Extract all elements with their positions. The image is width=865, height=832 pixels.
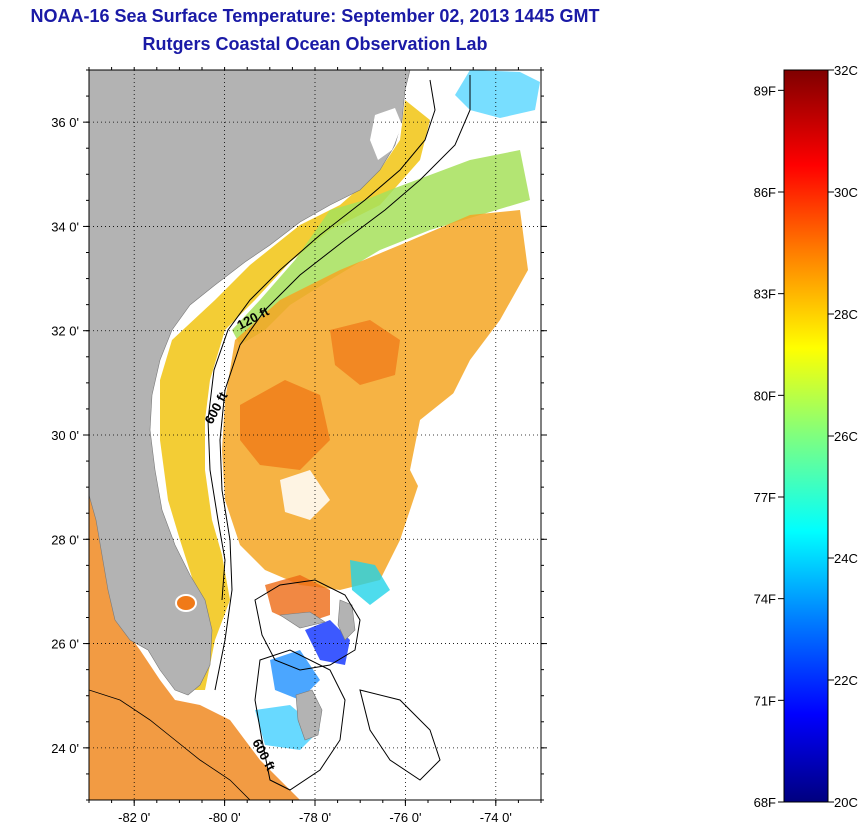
- lat-tick-label: 24 0': [51, 741, 79, 756]
- colorbar: [783, 69, 829, 803]
- contour-bahamas-bank-3: [359, 689, 441, 781]
- sst-warm-patch-3: [265, 575, 330, 625]
- cloud-gap-2: [395, 530, 541, 800]
- cloud-gap-3: [280, 470, 330, 520]
- bahamas-andros: [295, 689, 323, 741]
- map-subtitle: Rutgers Coastal Ocean Observation Lab: [142, 34, 488, 54]
- colorbar-c-label: 32C: [834, 63, 858, 78]
- colorbar-c-label: 24C: [834, 551, 858, 566]
- map-axis-ticks: -82 0' -80 0' -78 0' -76 0' -74 0' 24 0' 26 0'…: [51, 67, 547, 825]
- contour-120ft: [207, 79, 436, 601]
- contour-bahamas-bank-2: [254, 649, 346, 791]
- colorbar-f-label: 74F: [754, 592, 776, 607]
- map-border: [88, 69, 542, 801]
- sst-gulf-warm: [89, 490, 300, 800]
- lon-tick-label: -82 0': [118, 810, 150, 825]
- colorbar-f-label: 86F: [754, 185, 776, 200]
- sst-cool-patch-1: [305, 620, 350, 665]
- map-grid: [89, 70, 541, 800]
- lat-tick-label: 34 0': [51, 219, 79, 234]
- sst-cool-patch-5: [255, 705, 320, 750]
- lat-tick-label: 30 0': [51, 428, 79, 443]
- lon-tick-label: -80 0': [209, 810, 241, 825]
- sst-inshore-green: [232, 150, 530, 345]
- bahamas-grand-bahama: [279, 611, 326, 629]
- sst-cool-patch-3: [350, 560, 390, 605]
- lon-tick-label: -76 0': [389, 810, 421, 825]
- colorbar-f-label: 71F: [754, 693, 776, 708]
- contour-gulf: [89, 689, 251, 800]
- colorbar-c-label: 30C: [834, 185, 858, 200]
- colorbar-c-label: 22C: [834, 673, 858, 688]
- lat-tick-label: 26 0': [51, 637, 79, 652]
- colorbar-f-label: 68F: [754, 795, 776, 810]
- lat-tick-label: 28 0': [51, 532, 79, 547]
- sst-cool-patch-4: [455, 70, 540, 118]
- map-title: NOAA-16 Sea Surface Temperature: Septemb…: [30, 6, 600, 26]
- colorbar-c-label: 26C: [834, 429, 858, 444]
- sst-warm-patch-2: [330, 320, 400, 385]
- lon-tick-label: -74 0': [480, 810, 512, 825]
- colorbar-c-label: 28C: [834, 307, 858, 322]
- colorbar-f-label: 89F: [754, 83, 776, 98]
- cloud-gap-1: [410, 320, 541, 540]
- colorbar-c-label: 20C: [834, 795, 858, 810]
- lat-tick-label: 32 0': [51, 324, 79, 339]
- contour-600ft: [214, 75, 471, 691]
- sst-warm-patch-1: [240, 380, 330, 470]
- lon-tick-label: -78 0': [299, 810, 331, 825]
- sst-coastal-band: [160, 100, 430, 690]
- contour-bahamas-bank: [254, 579, 361, 671]
- colorbar-ticks: 32C 30C 28C 26C 24C 22C 20C 89F 86F 83F 80F 77F 74F 7…: [754, 63, 858, 810]
- colorbar-f-label: 83F: [754, 287, 776, 302]
- pamlico-sound: [370, 108, 402, 160]
- lat-tick-label: 36 0': [51, 115, 79, 130]
- colorbar-f-label: 80F: [754, 388, 776, 403]
- lake-okeechobee: [175, 594, 197, 612]
- colorbar-f-label: 77F: [754, 490, 776, 505]
